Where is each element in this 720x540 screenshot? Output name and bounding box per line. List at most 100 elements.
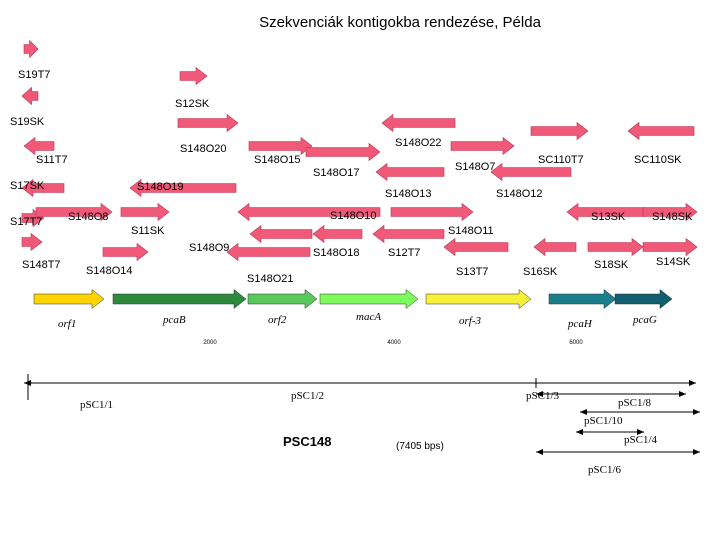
read-s148o22: S148O22 <box>381 113 456 149</box>
gene-arrow-pcah <box>548 288 617 310</box>
read-s148o18: S148O18 <box>312 224 363 259</box>
read-s11sk: S11SK <box>120 202 170 237</box>
read-arrow-s19sk <box>21 86 39 106</box>
read-s13sk: S13SK <box>566 202 645 223</box>
read-s148o15: S148O15 <box>248 136 313 166</box>
read-arrow-s148o15 <box>248 136 313 156</box>
read-arrow-s148o9 <box>249 224 313 244</box>
read-label-s148o18: S148O18 <box>313 247 359 259</box>
read-s148o9: S148O9 <box>189 224 313 254</box>
read-arrow-s148o14 <box>102 242 149 262</box>
gene-orf-3: orf-3 <box>425 288 532 327</box>
read-s148o7: S148O7 <box>450 136 515 173</box>
bp-ruler: 2000 4000 6000 <box>203 340 583 346</box>
read-label-s148o13: S148O13 <box>385 188 431 200</box>
gene-maca: macA <box>319 288 419 323</box>
read-label-s148o22: S148O22 <box>395 137 441 149</box>
read-s148o12: S148O12 <box>490 162 572 200</box>
read-arrow-s148o19 <box>129 178 237 198</box>
read-s13t7: S13T7 <box>443 237 509 278</box>
read-s148o21: S148O21 <box>226 242 311 285</box>
subclone-bar-psc1-4-right-head <box>637 429 644 435</box>
read-s148o19: S148O19 <box>129 178 237 198</box>
subclone-bar-psc1-6 <box>536 449 700 455</box>
read-label-sc110t7: SC110T7 <box>538 154 584 166</box>
read-arrow-s16sk <box>533 237 577 257</box>
gene-pcag: pcaG <box>614 288 673 326</box>
read-sc110sk: SC110SK <box>627 121 695 166</box>
subclone-bar-psc1-10-left-head <box>580 409 587 415</box>
subclone-label-psc1-8: pSC1/8 <box>618 397 652 409</box>
read-label-s17sk: S17SK <box>10 180 45 192</box>
read-arrow-s19t7 <box>23 39 39 59</box>
read-s17sk: S17SK <box>10 178 65 198</box>
read-arrow-s148o12 <box>490 162 572 182</box>
read-label-s148o20: S148O20 <box>180 143 226 155</box>
read-sc110t7: SC110T7 <box>530 121 589 166</box>
read-s148o20: S148O20 <box>177 113 239 155</box>
read-arrow-s148o13 <box>375 162 445 182</box>
read-s18sk: S18SK <box>587 237 644 271</box>
read-s16sk: S16SK <box>523 237 577 278</box>
read-arrow-s148o8 <box>35 202 113 222</box>
subclone-bar-psc1-6-left-head <box>536 449 543 455</box>
subclone-bar-psc1-8 <box>536 391 686 397</box>
read-label-s14sk: S14SK <box>656 256 691 268</box>
read-s19sk: S19SK <box>10 86 45 128</box>
read-label-s148t7: S148T7 <box>22 259 61 271</box>
ruler-tick-6000: 6000 <box>569 340 583 346</box>
read-label-s148o14: S148O14 <box>86 265 132 277</box>
gene-label-orf2: orf2 <box>268 314 287 326</box>
read-arrow-s11sk <box>120 202 170 222</box>
subclone-label-psc1-4: pSC1/4 <box>624 434 658 446</box>
read-s12sk: S12SK <box>175 66 210 110</box>
read-label-s148o9: S148O9 <box>189 242 229 254</box>
read-s148o13: S148O13 <box>375 162 445 200</box>
read-label-s148o21: S148O21 <box>247 273 293 285</box>
read-arrow-s148o10 <box>237 202 381 222</box>
read-label-s148o10: S148O10 <box>330 210 376 222</box>
read-arrow-s148o7 <box>450 136 515 156</box>
gene-orf1: orf1 <box>33 288 105 330</box>
read-arrow-s148o22 <box>381 113 456 133</box>
read-arrow-s148t7 <box>21 232 43 252</box>
read-s148o10: S148O10 <box>237 202 381 222</box>
read-arrow-s11t7 <box>23 136 55 156</box>
read-label-s17t7: S17T7 <box>10 216 42 228</box>
gene-pcab: pcaB <box>112 288 247 326</box>
read-arrow-s12sk <box>179 66 208 86</box>
read-label-s148o15: S148O15 <box>254 154 300 166</box>
read-arrow-s148o20 <box>177 113 239 133</box>
gene-arrow-orf1 <box>33 288 105 310</box>
diagram-title: Szekvenciák kontigokba rendezése, Példa <box>259 14 542 31</box>
subclone-bar-psc1-8-left-head <box>536 391 543 397</box>
read-arrow-s148o17 <box>305 142 381 162</box>
gene-arrow-orf-3 <box>425 288 532 310</box>
subclone-label-psc1-6: pSC1/6 <box>588 464 622 476</box>
sequence-reads: S19T7 S12SK S19SK S148O22 S148O20 S11T7 S148O1… <box>10 39 698 285</box>
read-s12t7: S12T7 <box>372 224 445 259</box>
read-label-sc110sk: SC110SK <box>634 154 682 166</box>
read-label-s148o19: S148O19 <box>137 181 183 193</box>
gene-label-pcab: pcaB <box>162 314 186 326</box>
read-s148o17: S148O17 <box>305 142 381 179</box>
read-s148o14: S148O14 <box>86 242 149 277</box>
plasmid-name: PSC148 <box>283 434 331 449</box>
subclone-label-psc1-10: pSC1/10 <box>584 415 623 427</box>
read-arrow-s14sk <box>642 237 698 257</box>
gene-arrow-orf2 <box>247 288 318 310</box>
read-s148o11: S148O11 <box>390 202 494 237</box>
read-label-s148o12: S148O12 <box>496 188 542 200</box>
subclone-bar-psc1-4 <box>576 429 644 435</box>
gene-label-pcag: pcaG <box>632 314 657 326</box>
read-label-s148sk: S148SK <box>652 211 693 223</box>
plasmid-length: (7405 bps) <box>396 441 444 452</box>
read-label-s13sk: S13SK <box>591 211 626 223</box>
read-label-s11sk: S11SK <box>131 225 165 237</box>
read-arrow-sc110t7 <box>530 121 589 141</box>
subclone-bar-psc1-4-left-head <box>576 429 583 435</box>
subclone-label-psc1-1: pSC1/1 <box>80 399 113 411</box>
ruler-tick-4000: 4000 <box>387 340 401 346</box>
